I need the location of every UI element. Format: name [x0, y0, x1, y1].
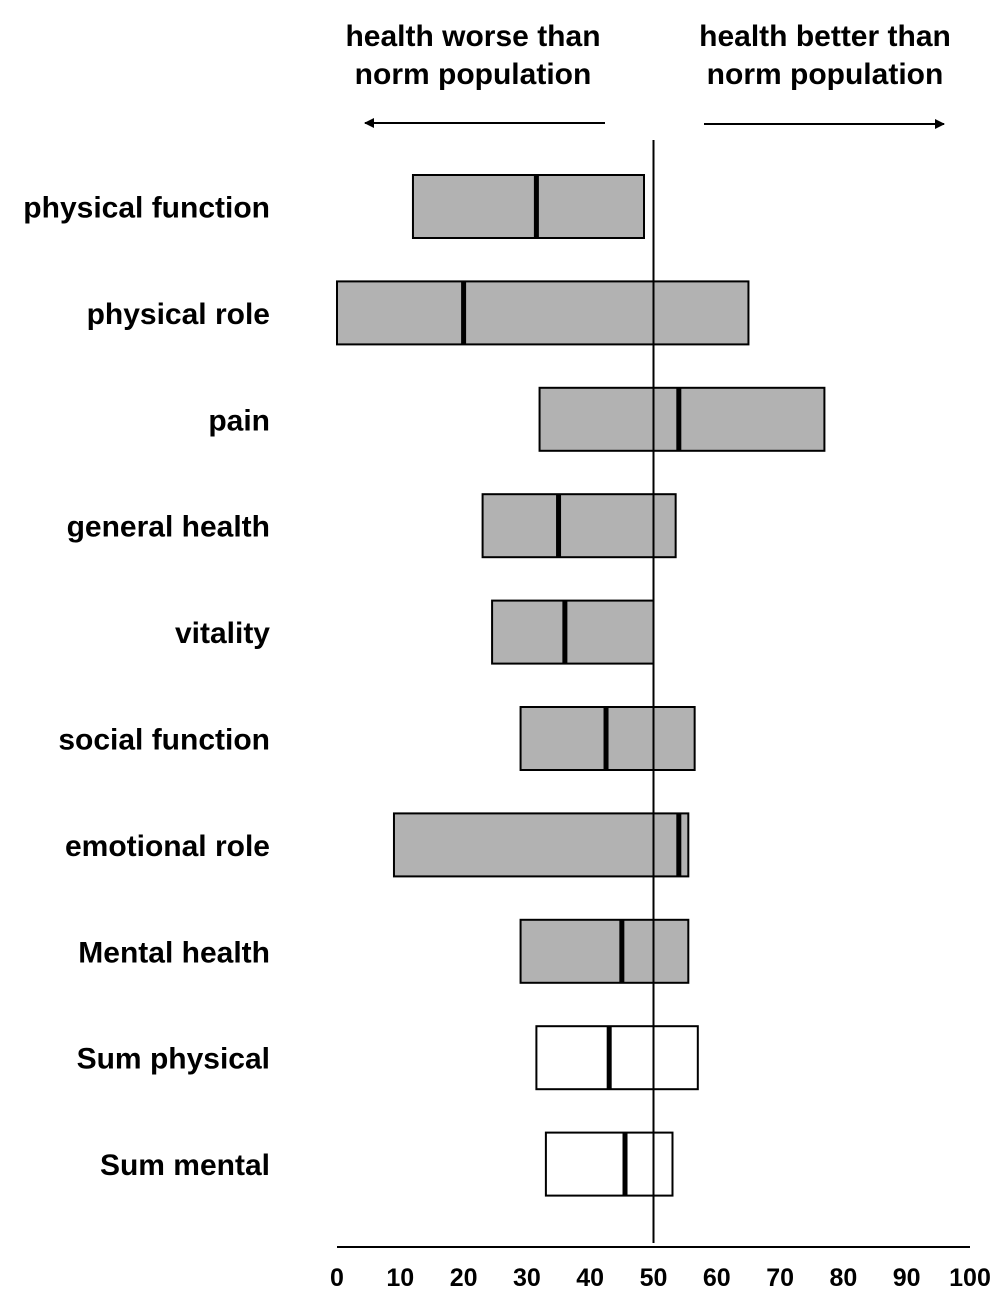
box-3 [538, 386, 826, 452]
box-1 [411, 174, 646, 239]
x-tick-label-3: 20 [450, 1264, 478, 1292]
header-right: health better than norm population [665, 18, 985, 94]
box-9 [535, 1025, 699, 1091]
x-tick-label-8: 70 [766, 1264, 794, 1292]
header-left-line1: health worse than [345, 20, 601, 53]
box-10 [544, 1131, 674, 1197]
box-8 [519, 918, 690, 984]
category-label-3: pain [208, 404, 270, 437]
x-tick-label-10: 90 [893, 1264, 921, 1292]
category-label-8: Mental health [78, 936, 270, 969]
category-label-9: Sum physical [77, 1043, 270, 1076]
box-5 [491, 599, 655, 665]
box-7 [392, 812, 690, 878]
box-4 [481, 493, 677, 559]
x-tick-label-11: 100 [949, 1264, 991, 1292]
header-left-line2: norm population [354, 58, 592, 91]
category-label-1: physical function [23, 192, 270, 225]
category-label-7: emotional role [65, 830, 270, 863]
header-right-line2: norm population [706, 58, 944, 91]
category-label-2: physical role [87, 298, 270, 331]
x-tick-label-2: 10 [386, 1264, 414, 1292]
box-2 [336, 280, 750, 346]
header-left: health worse than norm population [313, 18, 633, 94]
category-label-4: general health [67, 511, 270, 544]
x-tick-label-1: 0 [330, 1264, 344, 1292]
x-tick-label-4: 30 [513, 1264, 541, 1292]
header-right-line1: health better than [699, 20, 951, 53]
x-tick-label-9: 80 [829, 1264, 857, 1292]
x-tick-label-6: 50 [640, 1264, 668, 1292]
x-tick-label-7: 60 [703, 1264, 731, 1292]
category-label-10: Sum mental [100, 1149, 270, 1182]
category-label-6: social function [58, 724, 270, 757]
category-label-5: vitality [175, 617, 270, 650]
x-tick-label-5: 40 [576, 1264, 604, 1292]
